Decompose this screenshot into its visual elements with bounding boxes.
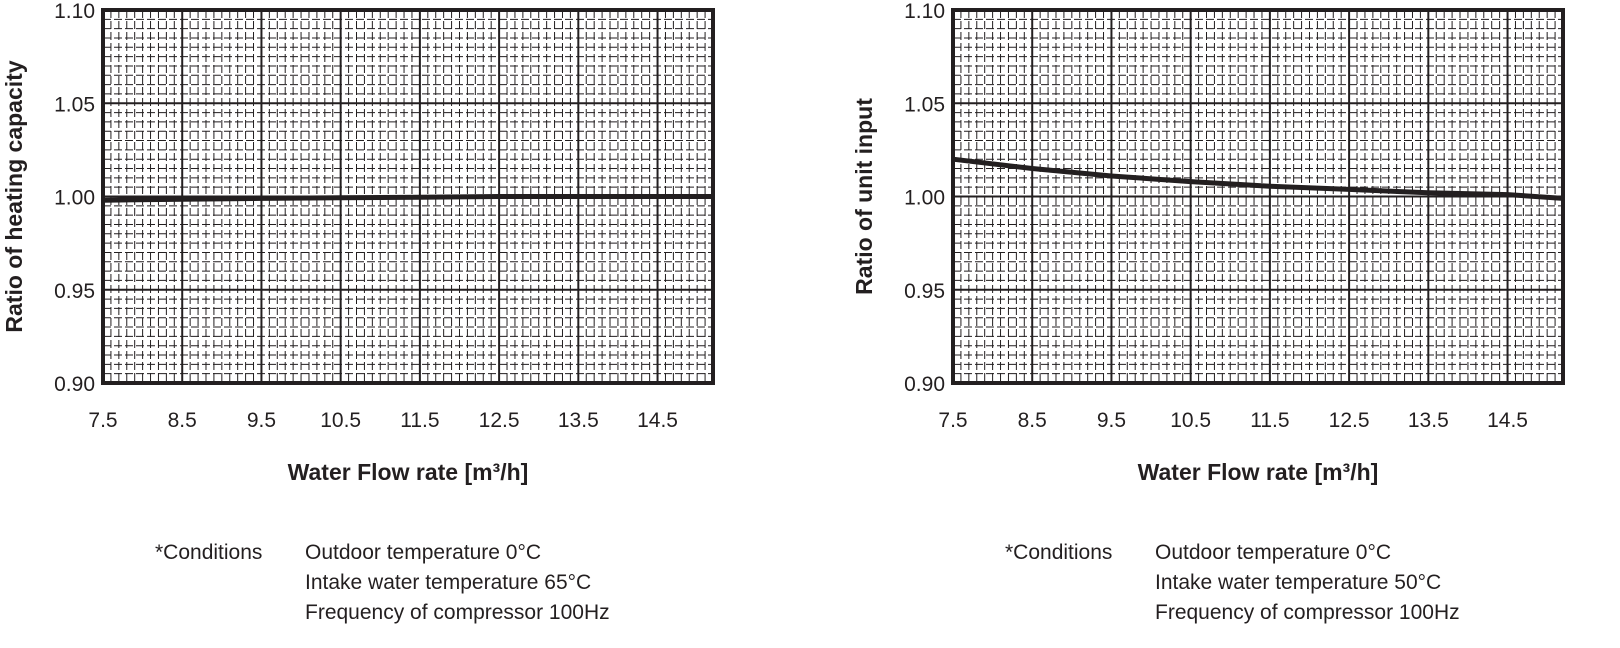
x-tick-label: 8.5 — [1018, 409, 1047, 432]
y-tick-label: 1.00 — [904, 187, 945, 210]
condition-line: Frequency of compressor 100Hz — [1155, 601, 1460, 624]
y-tick-label: 1.10 — [54, 0, 95, 23]
conditions-label: *Conditions — [155, 541, 263, 564]
x-tick-label: 10.5 — [1170, 409, 1211, 432]
y-tick-label: 0.95 — [904, 280, 945, 303]
x-tick-label: 14.5 — [637, 409, 678, 432]
x-tick-label: 7.5 — [88, 409, 117, 432]
y-tick-label: 1.05 — [54, 93, 95, 116]
y-tick-label: 0.90 — [54, 373, 95, 396]
y-axis-label: Ratio of unit input — [851, 98, 877, 295]
y-tick-label: 0.95 — [54, 280, 95, 303]
series-line — [102, 194, 713, 203]
condition-line: Intake water temperature 65°C — [305, 571, 592, 594]
condition-line: Intake water temperature 50°C — [1155, 571, 1442, 594]
y-axis-label: Ratio of heating capacity — [1, 60, 27, 332]
x-axis-label: Water Flow rate [m³/h] — [1138, 459, 1379, 485]
y-tick-label: 1.05 — [904, 93, 945, 116]
condition-line: Outdoor temperature 0°C — [1155, 541, 1392, 564]
series-line — [952, 156, 1564, 201]
chart-2: 7.5 8.5 9.5 10.5 11.5 12.5 13.5 14.5 0.90 0.95 1.0… — [851, 0, 1565, 485]
x-tick-label: 10.5 — [320, 409, 361, 432]
x-tick-label: 12.5 — [479, 409, 520, 432]
x-tick-label: 8.5 — [168, 409, 197, 432]
x-tick-label: 13.5 — [558, 409, 599, 432]
x-tick-label: 11.5 — [400, 409, 439, 432]
x-tick-label: 14.5 — [1487, 409, 1528, 432]
y-tick-label: 0.90 — [904, 373, 945, 396]
x-tick-label: 9.5 — [1097, 409, 1126, 432]
condition-line: Outdoor temperature 0°C — [305, 541, 542, 564]
y-tick-label: 1.10 — [904, 0, 945, 23]
x-tick-label: 13.5 — [1408, 409, 1449, 432]
condition-line: Frequency of compressor 100Hz — [305, 601, 610, 624]
x-tick-label: 9.5 — [247, 409, 276, 432]
conditions-label: *Conditions — [1005, 541, 1113, 564]
y-tick-label: 1.00 — [54, 187, 95, 210]
x-tick-label: 12.5 — [1329, 409, 1370, 432]
chart-1: 7.5 8.5 9.5 10.5 11.5 12.5 13.5 14.5 0.90 0.95 1.0… — [1, 0, 715, 485]
x-axis-label: Water Flow rate [m³/h] — [288, 459, 529, 485]
x-tick-label: 11.5 — [1250, 409, 1289, 432]
x-tick-label: 7.5 — [938, 409, 967, 432]
